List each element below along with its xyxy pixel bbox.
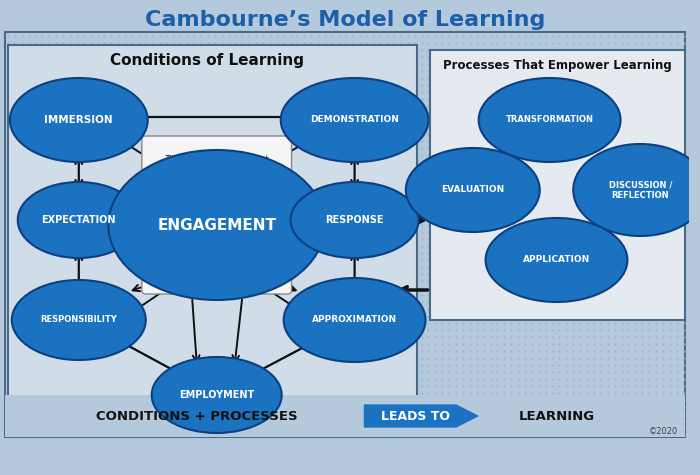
Text: EVALUATION: EVALUATION [441, 186, 505, 194]
Ellipse shape [284, 278, 426, 362]
Ellipse shape [406, 148, 540, 232]
Text: Processes That Empower Learning: Processes That Empower Learning [443, 58, 672, 72]
Text: TRANSFORMATION: TRANSFORMATION [505, 115, 594, 124]
Ellipse shape [108, 150, 325, 300]
Ellipse shape [290, 182, 419, 258]
Text: LEARNING: LEARNING [519, 409, 594, 422]
Text: APPROXIMATION: APPROXIMATION [312, 315, 397, 324]
FancyBboxPatch shape [5, 395, 685, 437]
Text: CONDITIONS + PROCESSES: CONDITIONS + PROCESSES [96, 409, 298, 422]
FancyBboxPatch shape [142, 136, 291, 206]
Ellipse shape [281, 78, 428, 162]
Text: ©2020: ©2020 [648, 428, 678, 437]
Ellipse shape [18, 182, 140, 258]
FancyBboxPatch shape [430, 50, 685, 320]
FancyArrow shape [365, 405, 477, 427]
Text: DEMONSTRATION: DEMONSTRATION [310, 115, 399, 124]
Text: RESPONSIBILITY: RESPONSIBILITY [41, 315, 117, 324]
Text: DISCUSSION /
REFLECTION: DISCUSSION / REFLECTION [608, 180, 672, 200]
Text: RESPONSE: RESPONSE [326, 215, 384, 225]
Text: LEADS TO: LEADS TO [382, 409, 450, 422]
Text: Cambourne’s Model of Learning: Cambourne’s Model of Learning [144, 10, 545, 30]
Ellipse shape [12, 280, 146, 360]
Ellipse shape [10, 78, 148, 162]
Text: These Conditions must
be accompanied by
Engagement: These Conditions must be accompanied by … [165, 155, 268, 187]
Text: ENGAGEMENT: ENGAGEMENT [158, 218, 276, 232]
Text: Conditions of Learning: Conditions of Learning [110, 53, 304, 67]
Ellipse shape [479, 78, 620, 162]
Text: EXPECTATION: EXPECTATION [41, 215, 116, 225]
Text: EMPLOYMENT: EMPLOYMENT [179, 390, 254, 400]
Ellipse shape [573, 144, 700, 236]
Ellipse shape [152, 357, 281, 433]
Text: Increased probability of
Engagement if these
Conditions are also
optimally prese: Increased probability of Engagement if t… [167, 233, 267, 275]
FancyBboxPatch shape [8, 45, 416, 420]
FancyBboxPatch shape [142, 214, 291, 294]
Text: APPLICATION: APPLICATION [523, 256, 590, 265]
Ellipse shape [486, 218, 627, 302]
Text: IMMERSION: IMMERSION [45, 115, 113, 125]
FancyBboxPatch shape [5, 32, 685, 437]
